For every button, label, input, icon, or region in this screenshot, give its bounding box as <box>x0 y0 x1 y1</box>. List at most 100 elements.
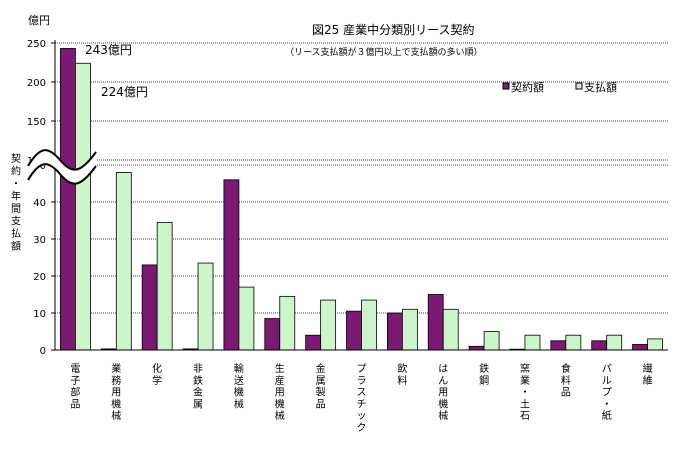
y-tick-label: 0 <box>40 346 46 357</box>
x-category-char: 部 <box>70 386 80 399</box>
x-category-char: ク <box>357 422 367 434</box>
x-category-char: 機 <box>234 386 244 399</box>
bar-contract <box>264 318 281 351</box>
bar-contract <box>591 340 608 351</box>
x-category-char: 械 <box>438 409 448 422</box>
x-category-char: 金 <box>193 386 203 399</box>
bar-payment <box>115 171 132 351</box>
x-category-char: 輸 <box>234 362 244 375</box>
bar-payment <box>75 62 91 351</box>
x-category-char: 属 <box>193 398 203 410</box>
y-tick-label: 10 <box>33 309 46 320</box>
x-category-char: 用 <box>111 388 121 399</box>
x-category-char: 製 <box>316 386 326 399</box>
annotation-payment: 224億円 <box>101 85 148 99</box>
bar-contract <box>223 179 240 351</box>
x-category-char: ラ <box>357 375 367 387</box>
x-category-char: 非 <box>193 363 203 375</box>
bar-payment <box>197 262 214 351</box>
x-category-char: 品 <box>70 398 80 410</box>
bar-payment <box>279 295 296 351</box>
chart-title: 図25 産業中分類別リース契約 <box>312 22 475 37</box>
x-category-char: 窯 <box>520 362 530 375</box>
bar-payment <box>361 299 377 351</box>
y-tick-label: 200 <box>27 78 46 89</box>
x-category-label: 飲料 <box>397 362 407 387</box>
x-category-label: 業務用機械 <box>111 362 121 422</box>
x-category-char: 土 <box>520 397 530 410</box>
legend: 契約額 支払額 <box>502 80 617 94</box>
x-category-char: 食 <box>561 362 571 375</box>
x-category-char: 金 <box>316 362 326 375</box>
x-category-char: 紙 <box>602 409 612 422</box>
x-category-char: 送 <box>234 374 244 387</box>
y-axis-label-char: ・ <box>11 179 21 190</box>
x-category-char: 鉄 <box>193 374 203 387</box>
bar-payment <box>647 338 663 351</box>
x-category-char: 繊 <box>643 362 653 375</box>
x-category-char: 石 <box>520 411 530 422</box>
x-category-char: は <box>438 363 448 375</box>
x-category-label: 非鉄金属 <box>193 363 203 410</box>
x-category-char: パ <box>602 363 612 375</box>
x-category-char: ル <box>602 376 612 387</box>
y-axis-label-char: 約 <box>11 165 21 178</box>
x-category-char: 子 <box>70 375 80 387</box>
y-tick-label: 250 <box>27 39 46 50</box>
bar-payment <box>401 308 418 351</box>
x-category-char: 務 <box>111 374 121 387</box>
bar-payment <box>238 286 255 351</box>
bar-contract <box>427 294 444 351</box>
y-tick-label: 150 <box>27 117 46 128</box>
x-category-char: ・ <box>520 388 530 399</box>
x-category-char: 料 <box>397 374 407 387</box>
y-axis-label: 契約・年間支払額 <box>11 152 21 253</box>
x-category-char: 械 <box>111 409 121 422</box>
x-category-label: プラスチック <box>357 363 367 434</box>
chart-subtitle: （リース支払額が３億円以上で支払額の多い順） <box>285 46 483 58</box>
x-category-label: 食料品 <box>561 362 571 399</box>
legend-label-contract: 契約額 <box>511 80 544 94</box>
bar-payment <box>442 308 459 351</box>
x-category-char: 鋼 <box>479 374 489 387</box>
x-category-label: 金属製品 <box>316 362 326 410</box>
x-category-label: 鉄鋼 <box>479 362 489 387</box>
x-category-char: ・ <box>602 399 612 410</box>
bar-payment <box>565 334 582 351</box>
x-category-char: 属 <box>316 375 326 387</box>
x-category-char: 品 <box>561 387 571 399</box>
x-category-char: 業 <box>520 374 530 387</box>
y-tick-label: 30 <box>33 235 46 246</box>
x-category-char: ッ <box>357 411 367 422</box>
x-category-char: 品 <box>316 398 326 410</box>
y-axis-label-char: 年 <box>11 190 21 203</box>
x-category-char: 生 <box>275 362 285 375</box>
x-category-char: チ <box>357 398 367 410</box>
x-category-label: はん用機械 <box>438 363 448 422</box>
x-category-char: 械 <box>234 397 244 410</box>
bar-payment <box>606 334 623 351</box>
x-category-char: 化 <box>152 362 162 375</box>
x-category-char: 維 <box>643 374 653 387</box>
bar-payment <box>320 299 337 351</box>
x-axis-categories: 電子部品業務用機械化学非鉄金属輸送機械生産用機械金属製品プラスチック飲料はん用機… <box>70 362 652 434</box>
y-axis-label-char: 払 <box>11 227 21 240</box>
x-category-char: 飲 <box>397 362 407 375</box>
bar-payment <box>156 221 173 351</box>
x-category-label: 繊維 <box>643 362 653 387</box>
annotation-contract: 243億円 <box>85 43 132 57</box>
y-axis-label-char: 支 <box>11 216 21 228</box>
bar-payment <box>524 334 541 351</box>
y-axis-label-char: 契 <box>11 152 21 165</box>
x-category-label: 窯業・土石 <box>520 362 530 422</box>
bar-payment <box>483 331 500 351</box>
y-axis-label-char: 額 <box>11 240 21 253</box>
bar-contract <box>60 48 76 351</box>
x-category-char: 用 <box>438 388 448 399</box>
bar-contract <box>550 340 567 351</box>
y-unit-label: 億円 <box>28 14 50 27</box>
x-category-char: 料 <box>561 374 571 387</box>
y-axis-ticks: 01020304050100150200250 <box>27 39 55 357</box>
x-category-label: 電子部品 <box>70 363 80 410</box>
